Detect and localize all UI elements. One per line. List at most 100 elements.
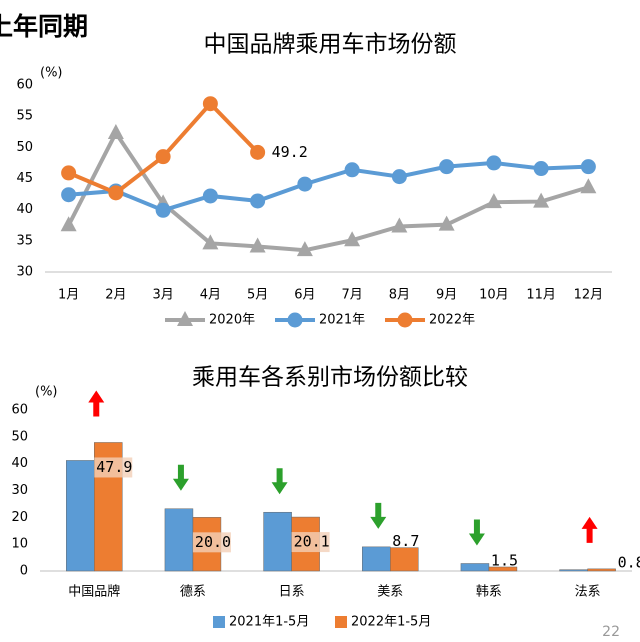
data-label-bg	[291, 532, 330, 553]
marker	[438, 215, 455, 231]
marker	[391, 217, 408, 233]
data-label-bg	[192, 532, 231, 553]
x-tick-label: 7月	[341, 288, 362, 303]
y-tick-label: 45	[16, 171, 33, 186]
data-label: 0.8	[618, 553, 640, 571]
trend-arrow	[88, 390, 105, 417]
bar	[587, 568, 616, 572]
legend-label: 2022年1-5月	[351, 615, 431, 630]
x-tick-label: 3月	[152, 288, 173, 303]
marker	[107, 123, 124, 139]
y-tick-label: 60	[11, 403, 28, 418]
data-label: 8.7	[392, 532, 419, 550]
y-tick-label: 35	[16, 233, 33, 248]
x-tick-label: 8月	[389, 288, 410, 303]
marker	[202, 234, 219, 250]
legend-swatch	[335, 616, 347, 628]
x-tick-label: 中国品牌	[68, 584, 120, 600]
marker	[486, 155, 502, 171]
data-label: 20.0	[195, 533, 231, 551]
data-label: 47.9	[96, 458, 132, 476]
marker	[61, 165, 77, 181]
marker	[391, 169, 407, 185]
x-tick-label: 12月	[574, 288, 604, 303]
y-tick-label: 30	[11, 483, 28, 498]
legend-label: 2022年	[429, 313, 475, 328]
y-axis-label: (%)	[35, 385, 58, 400]
x-tick-label: 德系	[180, 585, 206, 600]
marker	[296, 241, 313, 257]
legend-label: 2021年	[319, 313, 365, 328]
bar	[66, 460, 95, 572]
series-line	[67, 100, 260, 196]
data-label-bg	[94, 457, 133, 478]
x-tick-label: 美系	[377, 585, 403, 600]
marker	[60, 216, 77, 232]
marker	[61, 187, 77, 203]
y-tick-label: 40	[11, 456, 28, 471]
legend-label: 2021年1-5月	[229, 615, 309, 630]
marker	[202, 96, 218, 112]
legend-marker	[177, 311, 193, 326]
marker	[533, 161, 549, 177]
x-tick-label: 2月	[105, 288, 126, 303]
trend-arrow	[370, 502, 387, 529]
marker	[580, 178, 597, 194]
marker	[533, 192, 550, 208]
marker	[250, 193, 266, 209]
trend-arrow	[172, 464, 189, 491]
legend-label: 2020年	[209, 313, 255, 328]
x-tick-label: 日系	[279, 585, 305, 600]
y-tick-label: 20	[11, 510, 28, 525]
marker	[580, 159, 596, 175]
header: 上年同期	[0, 12, 88, 41]
y-tick-label: 10	[11, 537, 28, 552]
marker	[344, 162, 360, 178]
marker	[249, 237, 266, 253]
marker	[155, 149, 171, 165]
x-tick-label: 6月	[294, 288, 315, 303]
marker	[155, 202, 171, 218]
x-tick-label: 5月	[247, 288, 268, 303]
bar	[559, 569, 588, 572]
bar	[460, 563, 490, 572]
legend-marker	[397, 312, 413, 328]
trend-arrow	[468, 519, 485, 546]
y-tick-label: 55	[16, 109, 33, 124]
marker	[439, 159, 455, 175]
data-label: 20.1	[294, 533, 330, 551]
series-line	[68, 160, 589, 213]
data-label: 49.2	[272, 143, 308, 161]
x-tick-label: 韩系	[476, 585, 502, 600]
marker	[485, 193, 502, 209]
chart-title: 乘用车各系别市场份额比较	[192, 365, 468, 391]
marker	[250, 144, 266, 160]
y-axis-label: (%)	[40, 66, 63, 81]
marker	[108, 185, 124, 201]
y-tick-label: 0	[20, 564, 28, 579]
chart-title: 中国品牌乘用车市场份额	[204, 32, 457, 58]
y-tick-label: 50	[16, 140, 33, 155]
bar	[390, 547, 419, 572]
x-tick-label: 4月	[200, 288, 221, 303]
legend-swatch	[213, 616, 225, 628]
bar	[164, 508, 194, 572]
data-label: 1.5	[491, 551, 518, 569]
y-tick-label: 30	[16, 265, 33, 280]
bar	[488, 566, 518, 572]
y-tick-label: 40	[16, 202, 33, 217]
marker	[344, 231, 361, 247]
x-tick-label: 9月	[436, 288, 457, 303]
y-tick-label: 60	[16, 78, 33, 93]
x-tick-label: 1月	[58, 288, 79, 303]
series-line	[66, 129, 589, 253]
y-tick-label: 50	[11, 429, 28, 444]
marker	[202, 188, 218, 204]
x-tick-label: 10月	[479, 288, 509, 303]
page-number: 22	[602, 624, 620, 640]
bar	[362, 546, 391, 572]
marker	[297, 176, 313, 192]
x-tick-label: 11月	[526, 288, 556, 303]
bar	[263, 511, 292, 572]
